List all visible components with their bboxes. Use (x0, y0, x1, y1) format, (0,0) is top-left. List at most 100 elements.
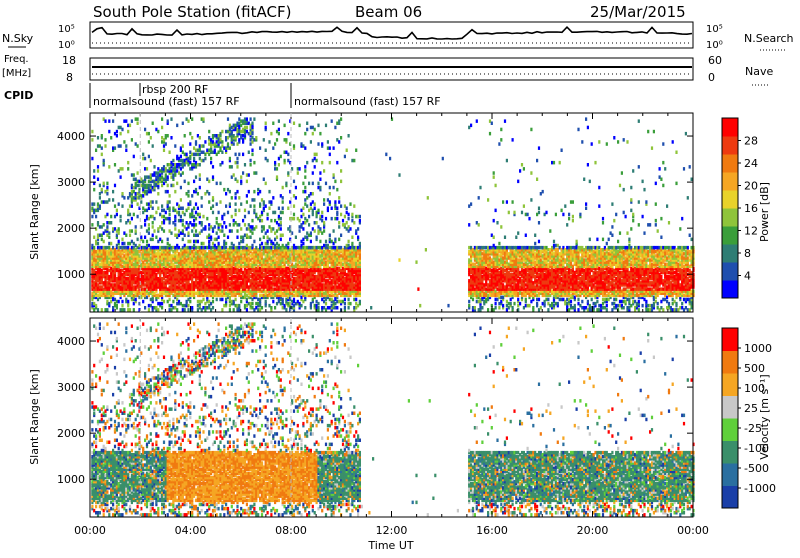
range-gate-cell (259, 294, 261, 298)
range-gate-cell (157, 207, 159, 211)
range-gate-cell (180, 231, 182, 235)
range-gate-cell (199, 144, 201, 148)
range-gate-cell (221, 229, 223, 233)
range-gate-cell (150, 173, 152, 177)
range-gate-cell (270, 306, 272, 310)
range-gate-cell (172, 254, 174, 258)
range-gate-cell (321, 211, 323, 215)
range-gate-cell (142, 275, 144, 279)
range-gate-cell (195, 223, 197, 227)
range-gate-cell (229, 281, 231, 285)
range-gate-cell (93, 188, 95, 192)
range-gate-cell (172, 246, 174, 250)
range-gate-cell (116, 130, 118, 134)
range-gate-cell (172, 207, 174, 211)
range-gate-cell (193, 163, 195, 167)
range-gate-cell (178, 171, 180, 175)
range-gate-cell (121, 204, 123, 208)
range-gate-cell (216, 202, 218, 206)
range-gate-cell (417, 287, 419, 291)
range-gate-cell (108, 260, 110, 264)
range-gate-cell (193, 153, 195, 157)
range-gate-cell (182, 238, 184, 242)
range-gate-cell (169, 207, 171, 211)
range-gate-cell (131, 229, 133, 233)
range-gate-cell (235, 124, 237, 128)
range-gate-cell (270, 240, 272, 244)
range-gate-cell (218, 223, 220, 227)
range-gate-cell (276, 256, 278, 260)
range-gate-cell (272, 300, 274, 304)
range-gate-cell (93, 209, 95, 213)
range-gate-cell (268, 140, 270, 144)
range-gate-cell (197, 308, 199, 312)
range-gate-cell (265, 246, 267, 250)
range-gate-cell (142, 300, 144, 304)
range-gate-cell (101, 146, 103, 150)
range-gate-cell (351, 213, 353, 217)
range-gate-cell (353, 159, 355, 163)
range-gate-cell (229, 223, 231, 227)
range-gate-cell (246, 200, 248, 204)
range-gate-cell (219, 182, 221, 186)
range-gate-cell (121, 246, 123, 250)
range-gate-cell (231, 246, 233, 250)
range-gate-cell (95, 304, 97, 308)
range-gate-cell (104, 200, 106, 204)
range-gate-cell (338, 140, 340, 144)
range-gate-cell (131, 138, 133, 142)
range-gate-cell (474, 263, 476, 267)
range-gate-cell (182, 246, 184, 250)
range-gate-cell (97, 242, 99, 246)
range-gate-cell (285, 260, 287, 264)
range-gate-cell (244, 246, 246, 250)
range-gate-cell (106, 213, 108, 217)
range-gate-cell (114, 248, 116, 252)
range-gate-cell (184, 159, 186, 163)
range-gate-cell (101, 134, 103, 138)
nsky-label: N.Sky (2, 32, 34, 45)
range-gate-cell (306, 231, 308, 235)
range-gate-cell (238, 223, 240, 227)
range-gate-cell (274, 231, 276, 235)
range-gate-cell (148, 308, 150, 312)
range-gate-cell (302, 213, 304, 217)
range-gate-cell (340, 234, 342, 238)
range-gate-cell (240, 134, 242, 138)
range-gate-cell (191, 153, 193, 157)
range-gate-cell (235, 275, 237, 279)
range-gate-cell (167, 190, 169, 194)
range-gate-cell (317, 209, 319, 213)
range-gate-cell (197, 149, 199, 153)
range-gate-cell (174, 227, 176, 231)
range-gate-cell (155, 258, 157, 262)
range-gate-cell (199, 157, 201, 161)
range-gate-cell (199, 163, 201, 167)
range-gate-cell (246, 244, 248, 248)
range-gate-cell (191, 136, 193, 140)
range-gate-cell (268, 238, 270, 242)
noise-tick-low-right: 10⁰ (706, 40, 723, 51)
range-gate-cell (280, 238, 282, 242)
range-gate-cell (106, 186, 108, 190)
range-gate-cell (170, 169, 172, 173)
range-gate-cell (155, 171, 157, 175)
range-gate-cell (135, 298, 137, 302)
range-gate-cell (327, 140, 329, 144)
range-gate-cell (242, 265, 244, 269)
range-gate-cell (263, 273, 265, 277)
range-gate-cell (280, 221, 282, 225)
range-gate-cell (287, 242, 289, 246)
range-gate-cell (246, 173, 248, 177)
cpid-label: CPID (4, 89, 33, 102)
range-gate-cell (312, 200, 314, 204)
range-gate-cell (353, 298, 355, 302)
range-gate-cell (218, 134, 220, 138)
range-gate-cell (246, 308, 248, 312)
range-gate-cell (231, 300, 233, 304)
range-gate-cell (137, 171, 139, 175)
range-gate-cell (250, 279, 252, 283)
range-gate-cell (148, 140, 150, 144)
range-gate-cell (316, 236, 318, 240)
range-gate-cell (204, 157, 206, 161)
